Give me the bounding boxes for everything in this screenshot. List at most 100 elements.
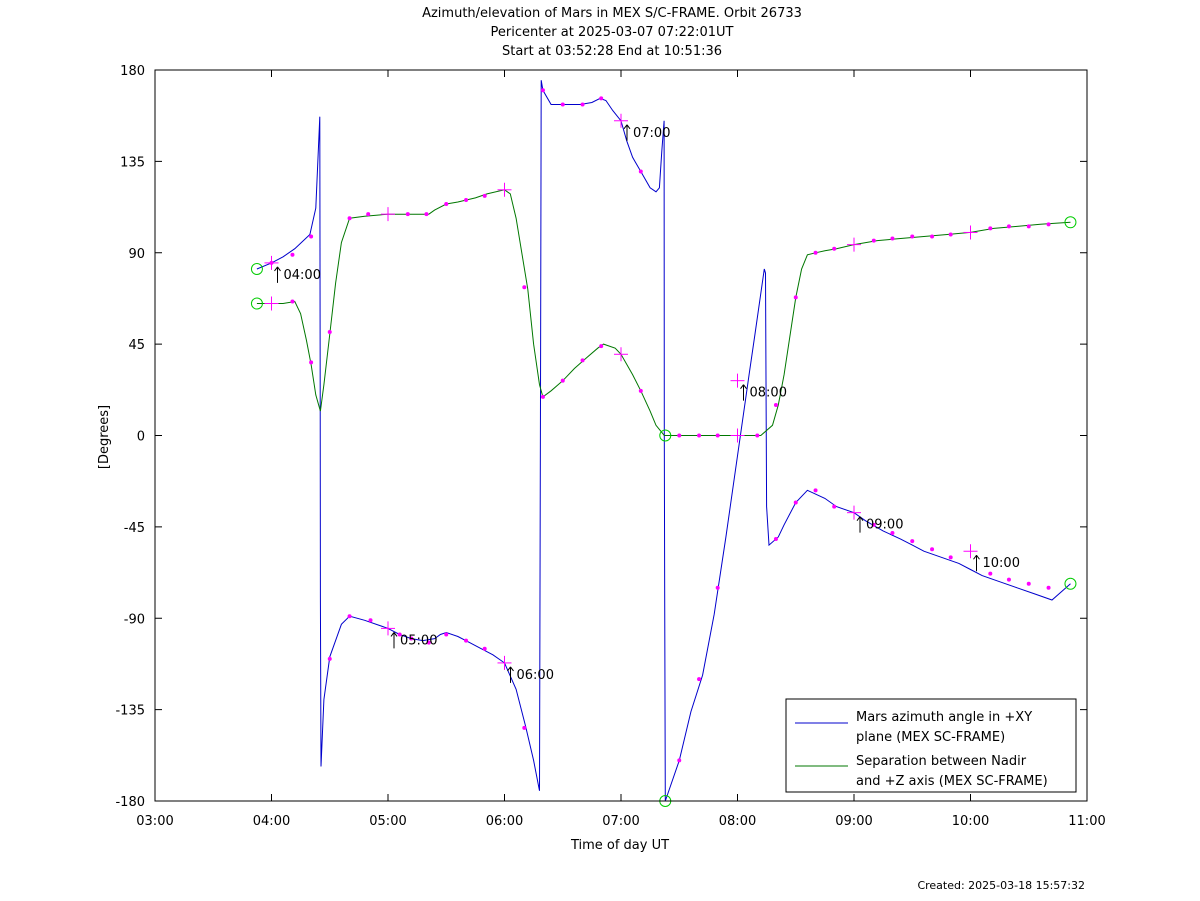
series-point xyxy=(890,530,895,535)
series-point xyxy=(832,246,837,251)
legend: Mars azimuth angle in +XY plane (MEX SC-… xyxy=(785,698,1077,793)
series-point xyxy=(560,102,565,107)
series-point xyxy=(424,212,429,217)
series-point xyxy=(327,329,332,334)
annotation-arrow xyxy=(973,554,977,560)
series-point xyxy=(405,212,410,217)
series-point xyxy=(580,358,585,363)
legend-label-azimuth-1: Mars azimuth angle in +XY xyxy=(856,710,1032,725)
x-tick-label: 03:00 xyxy=(136,814,173,829)
legend-label-separation-1: Separation between Nadir xyxy=(856,754,1027,769)
series-point xyxy=(773,403,778,408)
series-point xyxy=(1026,224,1031,229)
series-point xyxy=(464,638,469,643)
series-point xyxy=(638,169,643,174)
series-point xyxy=(697,677,702,682)
annotation-arrow xyxy=(976,554,980,560)
series-point xyxy=(290,252,295,257)
series-point xyxy=(560,378,565,383)
series-point xyxy=(988,571,993,576)
series-point xyxy=(910,234,915,239)
y-tick-label: 90 xyxy=(128,247,145,262)
series-point xyxy=(1026,581,1031,586)
series-point xyxy=(426,640,431,645)
series-point xyxy=(697,433,702,438)
series-point xyxy=(890,236,895,241)
series-point xyxy=(910,539,915,544)
endpoint-circle xyxy=(659,429,672,442)
series-point xyxy=(948,232,953,237)
y-tick-label: 45 xyxy=(128,338,145,353)
title-line-3: Start at 03:52:28 End at 10:51:36 xyxy=(502,44,722,59)
annotation-arrow xyxy=(626,124,631,130)
time-annotation: 04:00 xyxy=(274,266,321,283)
plot-frame xyxy=(154,69,1088,802)
y-tick-label: -135 xyxy=(115,704,145,719)
series-point xyxy=(464,197,469,202)
chart-title: Azimuth/elevation of Mars in MEX S/C-FRA… xyxy=(422,6,802,59)
series-point xyxy=(715,433,720,438)
series-point xyxy=(793,500,798,505)
y-axis-label: [Degrees] xyxy=(97,405,112,469)
y-tick-label: 180 xyxy=(120,64,145,79)
series-point xyxy=(309,234,314,239)
series-point xyxy=(444,632,449,637)
series-point xyxy=(347,614,352,619)
y-tick-label: -45 xyxy=(124,521,145,536)
annotation-arrow xyxy=(856,516,861,521)
time-annotation: 10:00 xyxy=(973,554,1020,572)
series-point xyxy=(309,360,314,365)
series-point xyxy=(715,585,720,590)
series-point xyxy=(1046,222,1051,227)
time-annotations: 04:00 05:00 06:00 07:00 08:00 09:00 10:00 xyxy=(274,124,1020,683)
series-point xyxy=(1006,577,1011,582)
series-point xyxy=(813,488,818,493)
legend-label-separation-2: and +Z axis (MEX SC-FRAME) xyxy=(856,774,1048,789)
legend-box xyxy=(785,698,1077,793)
series-point xyxy=(368,618,373,623)
time-annotation: 05:00 xyxy=(390,632,437,649)
series-point xyxy=(638,388,643,393)
annotation-arrow xyxy=(274,266,278,272)
series-point xyxy=(540,88,545,93)
annotation-label: 04:00 xyxy=(284,268,321,283)
annotation-arrow xyxy=(393,632,398,637)
x-tick-label: 11:00 xyxy=(1068,814,1105,829)
series-point xyxy=(677,433,682,438)
series-point xyxy=(599,96,604,101)
series-lines xyxy=(256,80,1071,802)
series-point xyxy=(1006,224,1011,229)
x-axis-label: Time of day UT xyxy=(570,838,669,853)
series-point xyxy=(930,547,935,552)
y-tick-label: 0 xyxy=(137,430,145,445)
title-line-1: Azimuth/elevation of Mars in MEX S/C-FRA… xyxy=(422,6,802,21)
series-point xyxy=(930,234,935,239)
series-point xyxy=(832,504,837,509)
x-tick-label: 04:00 xyxy=(253,814,290,829)
series-point xyxy=(366,212,371,217)
annotation-label: 09:00 xyxy=(866,518,903,533)
series-point xyxy=(397,632,402,637)
endpoint-circle xyxy=(1064,577,1077,590)
time-annotation: 08:00 xyxy=(740,384,787,401)
y-tick-label: -180 xyxy=(115,795,145,810)
annotation-label: 07:00 xyxy=(633,126,670,141)
series-markers xyxy=(250,88,1077,807)
series-point xyxy=(677,758,682,763)
annotation-arrow xyxy=(743,384,747,389)
azimuth-line xyxy=(256,80,1071,802)
title-line-2: Pericenter at 2025-03-07 07:22:01UT xyxy=(490,25,733,40)
annotation-arrow xyxy=(623,124,628,130)
endpoint-circle xyxy=(250,262,263,275)
series-point xyxy=(871,522,876,527)
series-point xyxy=(580,102,585,107)
axis-tick-labels: 03:00 04:00 05:00 06:00 07:00 08:00 09:00 10:00… xyxy=(115,64,1105,829)
y-tick-label: -90 xyxy=(124,612,145,627)
series-point xyxy=(540,394,545,399)
separation-line xyxy=(256,189,1071,436)
series-point xyxy=(444,202,449,207)
annotation-arrow xyxy=(277,266,281,272)
y-tick-label: 135 xyxy=(120,155,145,170)
x-tick-label: 06:00 xyxy=(486,814,523,829)
